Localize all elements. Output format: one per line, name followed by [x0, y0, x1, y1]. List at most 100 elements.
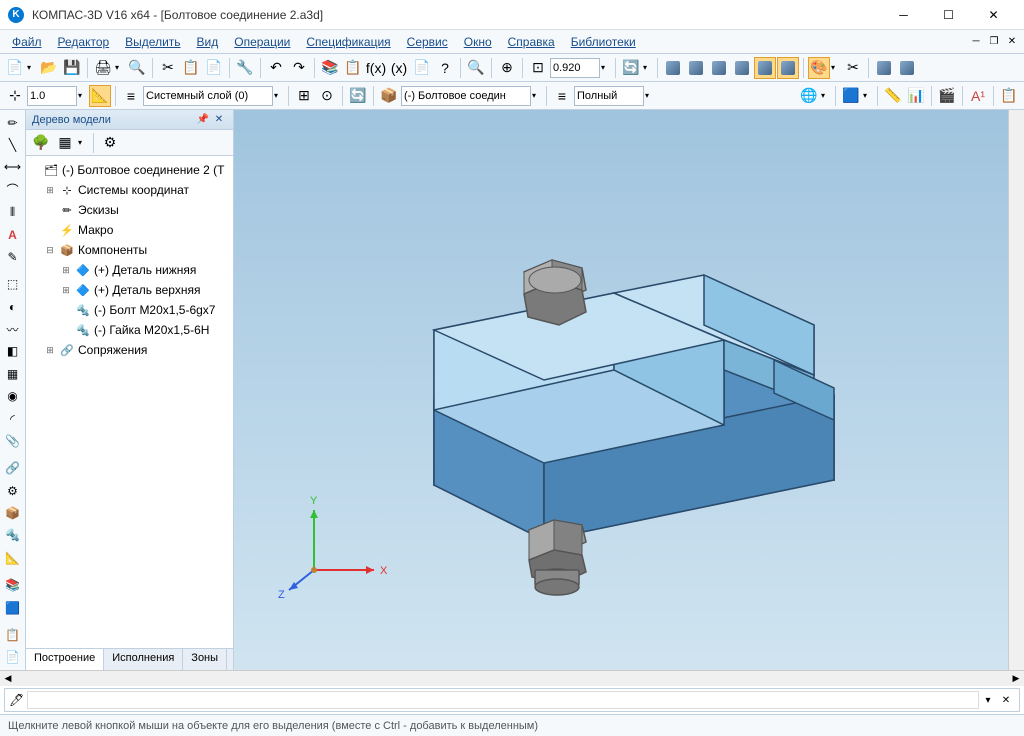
- attach-tool[interactable]: 📎: [2, 430, 24, 451]
- undo-button[interactable]: ↶: [265, 57, 287, 79]
- tree-root[interactable]: 🗂 (-) Болтовое соединение 2 (Т: [28, 160, 231, 180]
- tree-toggle-icon[interactable]: ⊞: [60, 265, 72, 276]
- assy1-tool[interactable]: 🔗: [2, 458, 24, 479]
- snap-button[interactable]: 📐: [89, 85, 111, 107]
- copy-button[interactable]: 📋: [180, 57, 202, 79]
- zoom-in-button[interactable]: ⊕: [496, 57, 518, 79]
- tree-item[interactable]: ⊞⊹Системы координат: [28, 180, 231, 200]
- tree-item[interactable]: ⊞🔷(+) Деталь верхняя: [28, 280, 231, 300]
- panel-close-icon[interactable]: ✕: [211, 114, 227, 125]
- paste-button[interactable]: 📄: [203, 57, 225, 79]
- render-button[interactable]: 🎬: [936, 85, 958, 107]
- menu-libs[interactable]: Библиотеки: [563, 33, 644, 51]
- new-button[interactable]: 📄: [4, 57, 26, 79]
- display-mode-button[interactable]: 🎨: [808, 57, 830, 79]
- tree-find-button[interactable]: ⚙: [99, 132, 121, 154]
- redo-button[interactable]: ↷: [288, 57, 310, 79]
- coord-button[interactable]: ⊞: [293, 85, 315, 107]
- analysis-button[interactable]: 📊: [905, 85, 927, 107]
- menu-window[interactable]: Окно: [456, 33, 500, 51]
- doc-restore-icon[interactable]: ❐: [986, 35, 1002, 49]
- misc2-tool[interactable]: 📄: [2, 646, 24, 667]
- new-dropdown[interactable]: ▾: [27, 63, 37, 72]
- cube2-button[interactable]: [896, 57, 918, 79]
- vars-button[interactable]: (x): [388, 57, 410, 79]
- fx-button[interactable]: f(x): [365, 57, 387, 79]
- tree-item[interactable]: 🔩(-) Гайка М20х1,5-6H: [28, 320, 231, 340]
- save-button[interactable]: 💾: [61, 57, 83, 79]
- style-combo[interactable]: [574, 86, 644, 106]
- lib1-tool[interactable]: 📚: [2, 574, 24, 595]
- menu-edit[interactable]: Редактор: [50, 33, 118, 51]
- spec-button[interactable]: 📋: [342, 57, 364, 79]
- cube1-button[interactable]: [873, 57, 895, 79]
- menu-help[interactable]: Справка: [500, 33, 563, 51]
- layers-icon[interactable]: ≡: [120, 85, 142, 107]
- layer-combo[interactable]: [143, 86, 273, 106]
- print-button[interactable]: 🖨: [92, 57, 114, 79]
- menu-select[interactable]: Выделить: [117, 33, 188, 51]
- tree-display-button[interactable]: 🌳: [30, 132, 52, 154]
- rotate-button[interactable]: 🔄: [620, 57, 642, 79]
- zoom-input[interactable]: [550, 58, 600, 78]
- style-icon[interactable]: ≡: [551, 85, 573, 107]
- assy5-tool[interactable]: 📐: [2, 547, 24, 568]
- maximize-button[interactable]: ☐: [926, 0, 971, 30]
- menu-spec[interactable]: Спецификация: [298, 33, 398, 51]
- command-input[interactable]: [27, 691, 979, 709]
- axis-icon[interactable]: ⊹: [4, 85, 26, 107]
- pin-icon[interactable]: 📌: [195, 114, 211, 125]
- scroll-left-icon[interactable]: ◀: [0, 671, 16, 686]
- tab-zones[interactable]: Зоны: [183, 649, 227, 670]
- tree-filter-button[interactable]: ▦: [54, 132, 76, 154]
- view-edges-button[interactable]: [777, 57, 799, 79]
- tree-item[interactable]: 🔩(-) Болт М20х1,5-6gx7: [28, 300, 231, 320]
- tab-exec[interactable]: Исполнения: [104, 649, 183, 670]
- part-icon[interactable]: 📦: [378, 85, 400, 107]
- tree-item[interactable]: ⚡Макро: [28, 220, 231, 240]
- preview-button[interactable]: 🔍: [126, 57, 148, 79]
- tree-item[interactable]: ⊟📦Компоненты: [28, 240, 231, 260]
- cut-button[interactable]: ✂: [157, 57, 179, 79]
- misc1-tool[interactable]: 📋: [2, 624, 24, 645]
- section-button[interactable]: ✂: [842, 57, 864, 79]
- view-shaded-button[interactable]: [754, 57, 776, 79]
- origin-button[interactable]: ⊙: [316, 85, 338, 107]
- view3-button[interactable]: [708, 57, 730, 79]
- menu-service[interactable]: Сервис: [399, 33, 456, 51]
- help-button[interactable]: ?: [434, 57, 456, 79]
- mirror-tool[interactable]: ◧: [2, 341, 24, 362]
- text-tool[interactable]: A: [2, 224, 24, 245]
- edit-tool[interactable]: ✎: [2, 246, 24, 267]
- minimize-button[interactable]: ─: [881, 0, 926, 30]
- lib2-tool[interactable]: 🟦: [2, 597, 24, 618]
- hole-tool[interactable]: ◉: [2, 386, 24, 407]
- zoom-fit-button[interactable]: ⊡: [527, 57, 549, 79]
- assy3-tool[interactable]: 📦: [2, 502, 24, 523]
- tex1-button[interactable]: 🟦: [840, 85, 862, 107]
- view1-button[interactable]: [662, 57, 684, 79]
- tree-toggle-icon[interactable]: ⊞: [44, 345, 56, 356]
- print-dropdown[interactable]: ▾: [115, 63, 125, 72]
- fillet-tool[interactable]: ◜: [2, 408, 24, 429]
- tree-item[interactable]: ⊞🔗Сопряжения: [28, 340, 231, 360]
- horizontal-scrollbar[interactable]: ◀ ▶: [0, 670, 1024, 686]
- menu-file[interactable]: Файл: [4, 33, 50, 51]
- view2-button[interactable]: [685, 57, 707, 79]
- assy4-tool[interactable]: 🔩: [2, 525, 24, 546]
- revolve-tool[interactable]: ◐: [2, 296, 24, 317]
- constraint-tool[interactable]: ⫴: [2, 202, 24, 223]
- view4-button[interactable]: [731, 57, 753, 79]
- sweep-tool[interactable]: 〰: [2, 318, 24, 339]
- measure-button[interactable]: 📏: [882, 85, 904, 107]
- zoom-dropdown[interactable]: ▾: [601, 63, 611, 72]
- materials-button[interactable]: 🌐: [798, 85, 820, 107]
- text-button[interactable]: A¹: [967, 85, 989, 107]
- tree-toggle-icon[interactable]: ⊞: [60, 285, 72, 296]
- tab-build[interactable]: Построение: [26, 649, 104, 670]
- vertical-scrollbar[interactable]: [1008, 110, 1024, 670]
- component-combo[interactable]: [401, 86, 531, 106]
- arc-tool[interactable]: ⌒: [2, 179, 24, 200]
- properties-button[interactable]: 🔧: [234, 57, 256, 79]
- 3d-viewport[interactable]: X Y Z: [234, 110, 1008, 670]
